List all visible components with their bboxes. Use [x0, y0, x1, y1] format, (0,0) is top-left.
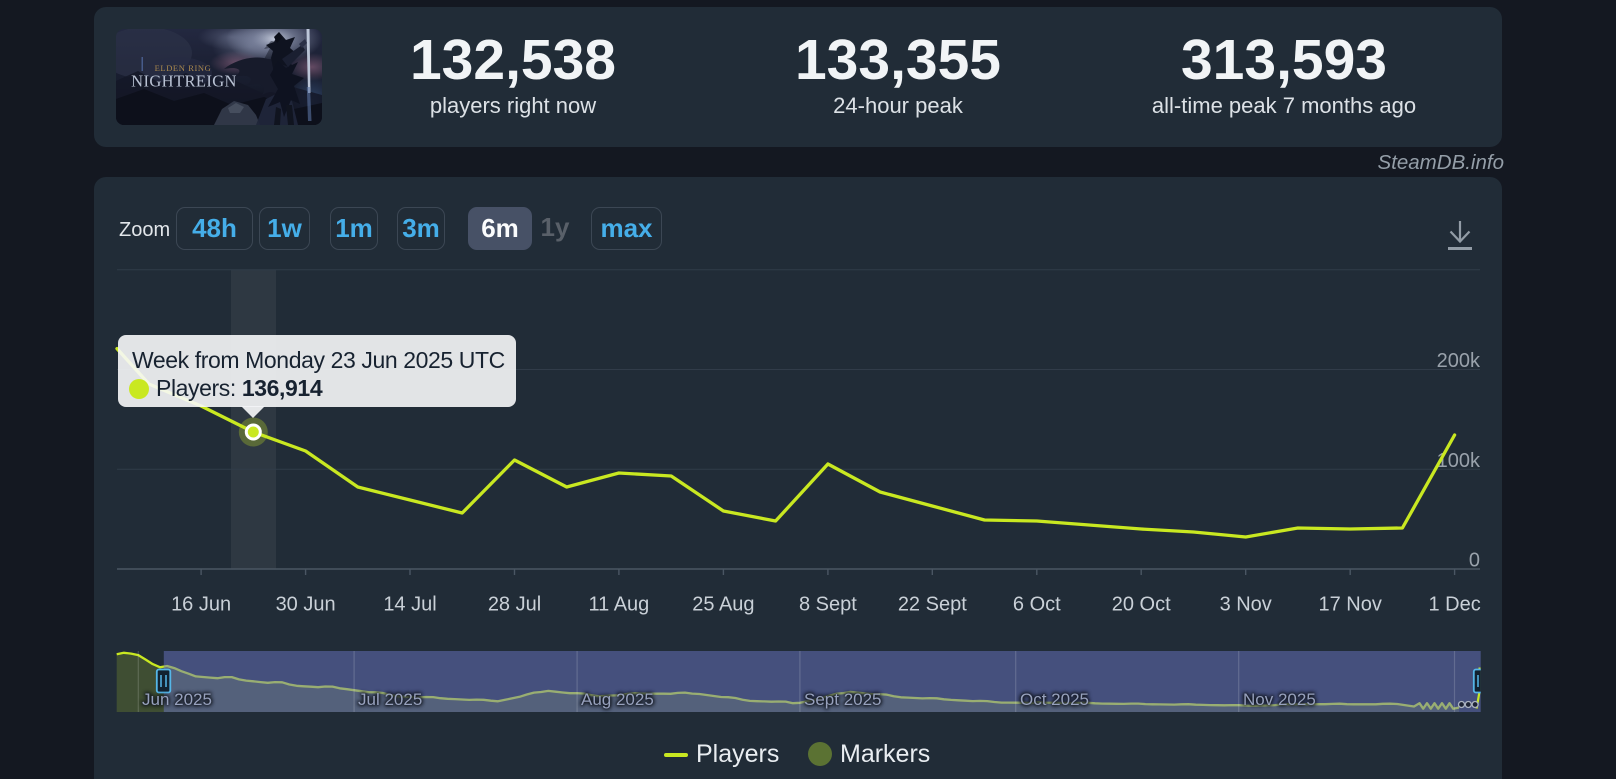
svg-text:100k: 100k: [1437, 450, 1481, 472]
svg-text:6 Oct: 6 Oct: [1013, 594, 1061, 616]
svg-text:16 Jun: 16 Jun: [171, 594, 231, 616]
svg-text:30 Jun: 30 Jun: [276, 594, 336, 616]
svg-text:20 Oct: 20 Oct: [1112, 594, 1171, 616]
svg-text:17 Nov: 17 Nov: [1319, 594, 1382, 616]
svg-text:200k: 200k: [1437, 350, 1481, 372]
svg-text:28 Jul: 28 Jul: [488, 594, 541, 616]
svg-text:11 Aug: 11 Aug: [588, 594, 649, 616]
svg-text:3 Nov: 3 Nov: [1220, 594, 1272, 616]
svg-text:NIGHTREIGN: NIGHTREIGN: [131, 72, 237, 91]
svg-text:ELDEN RING: ELDEN RING: [155, 63, 212, 73]
svg-text:8 Sept: 8 Sept: [799, 594, 857, 616]
svg-text:25 Aug: 25 Aug: [692, 594, 754, 616]
svg-text:22 Sept: 22 Sept: [898, 594, 967, 616]
svg-text:14 Jul: 14 Jul: [383, 594, 436, 616]
svg-text:1 Dec: 1 Dec: [1428, 594, 1480, 616]
svg-text:0: 0: [1469, 550, 1480, 572]
